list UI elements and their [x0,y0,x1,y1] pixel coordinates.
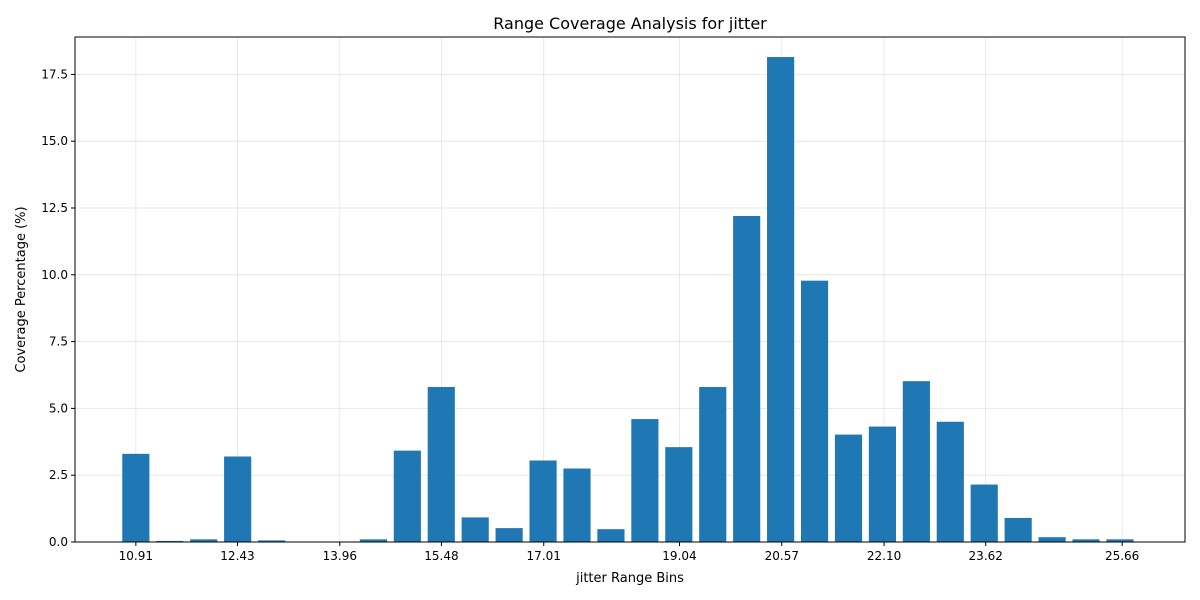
bar [767,57,795,543]
x-tick-label: 17.01 [527,549,561,563]
y-tick-label: 2.5 [49,468,68,482]
bar [902,381,930,542]
x-tick-label: 20.57 [765,549,799,563]
y-tick-label: 5.0 [49,401,68,415]
y-tick-label: 0.0 [49,535,68,549]
y-tick-label: 10.0 [41,268,68,282]
x-axis-ticks: 10.91 12.43 13.96 15.48 17.01 19.04 20.57 22.10… [119,542,1139,563]
x-axis-label: jitter Range Bins [575,571,684,586]
x-tick-label: 15.48 [424,549,458,563]
y-tick-label: 12.5 [41,201,68,215]
bar [495,528,523,542]
y-tick-label: 7.5 [49,335,68,349]
bar [393,450,421,542]
x-tick-label: 22.10 [867,549,901,563]
bar [122,453,150,542]
y-axis-label: Coverage Percentage (%) [14,206,29,372]
bar [1106,539,1134,542]
bar [529,460,557,542]
x-tick-label: 13.96 [323,549,357,563]
bar [631,419,659,542]
bar [733,216,761,542]
bar [258,540,286,542]
bar [868,426,896,542]
bar [190,539,218,542]
chart-title: Range Coverage Analysis for jitter [493,14,767,33]
bar [1004,517,1032,542]
bar [1038,537,1066,542]
y-axis-ticks: 0.0 2.5 5.0 7.5 10.0 12.5 15.0 17.5 [41,67,75,549]
x-tick-label: 23.62 [969,549,1003,563]
bar [359,539,387,542]
bar [699,387,727,542]
bar [563,468,591,542]
bar [224,456,252,542]
bar [597,529,625,542]
bar [1072,539,1100,542]
x-tick-label: 10.91 [119,549,153,563]
plot-frame [74,36,1186,543]
bar [461,517,489,542]
bar [970,484,998,542]
y-tick-label: 15.0 [41,134,68,148]
x-tick-label: 25.66 [1105,549,1139,563]
bar [427,387,455,542]
y-tick-label: 17.5 [41,67,68,81]
x-tick-label: 19.04 [662,549,696,563]
bar-series [122,57,1134,543]
bar [665,447,693,542]
bar [156,540,184,542]
bar [800,280,829,542]
bar [834,434,863,542]
bar [936,421,964,542]
x-tick-label: 12.43 [220,549,254,563]
